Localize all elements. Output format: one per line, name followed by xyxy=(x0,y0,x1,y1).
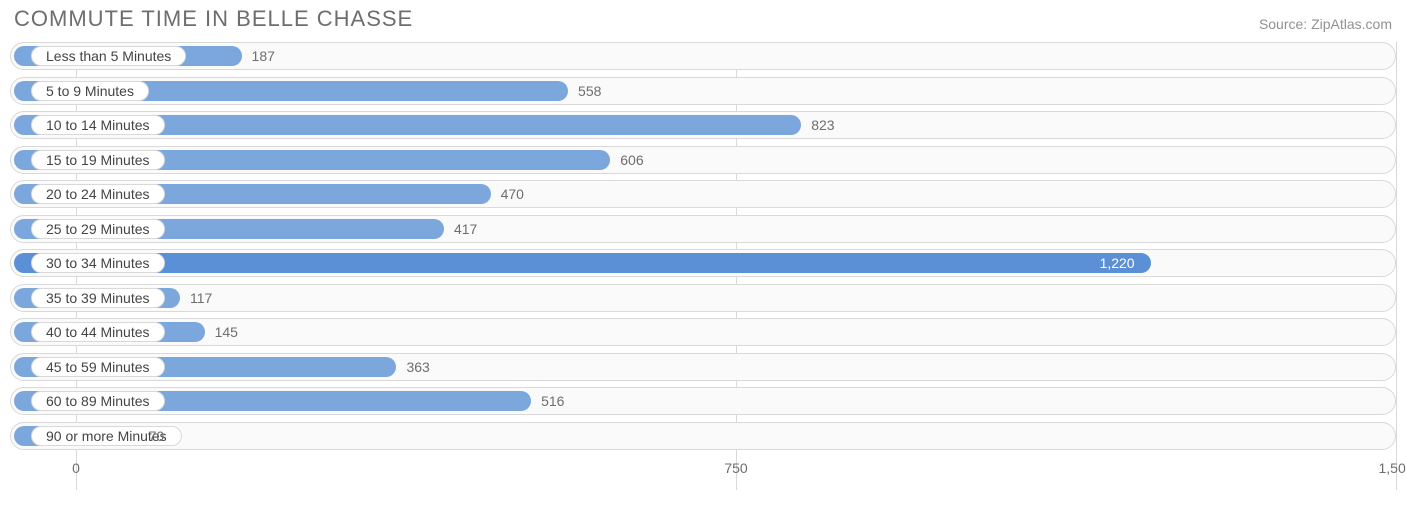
bar-row: Less than 5 Minutes 187 xyxy=(10,42,1396,70)
bar-row: 25 to 29 Minutes 417 xyxy=(10,215,1396,243)
category-label: 15 to 19 Minutes xyxy=(31,150,165,170)
bar-row: 90 or more Minutes70 xyxy=(10,422,1396,450)
value-label: 606 xyxy=(620,147,643,173)
bar-row: 15 to 19 Minutes 606 xyxy=(10,146,1396,174)
bar-row: 10 to 14 Minutes 823 xyxy=(10,111,1396,139)
value-label: 1,220 xyxy=(1100,250,1135,276)
value-label: 187 xyxy=(252,43,275,69)
bar-row: 20 to 24 Minutes 470 xyxy=(10,180,1396,208)
value-label: 145 xyxy=(215,319,238,345)
value-label: 558 xyxy=(578,78,601,104)
x-tick: 750 xyxy=(724,460,747,476)
value-label: 417 xyxy=(454,216,477,242)
x-tick: 0 xyxy=(72,460,80,476)
category-label: 10 to 14 Minutes xyxy=(31,115,165,135)
bar-row: 35 to 39 Minutes 117 xyxy=(10,284,1396,312)
chart-title: COMMUTE TIME IN BELLE CHASSE xyxy=(14,6,413,32)
chart-source: Source: ZipAtlas.com xyxy=(1259,16,1392,32)
category-label: 5 to 9 Minutes xyxy=(31,81,149,101)
category-label: Less than 5 Minutes xyxy=(31,46,186,66)
bar xyxy=(14,253,1151,273)
value-label: 70 xyxy=(149,423,165,449)
bar-row: 60 to 89 Minutes 516 xyxy=(10,387,1396,415)
category-label: 60 to 89 Minutes xyxy=(31,391,165,411)
value-label: 470 xyxy=(501,181,524,207)
category-label: 20 to 24 Minutes xyxy=(31,184,165,204)
bar-row: 5 to 9 Minutes 558 xyxy=(10,77,1396,105)
plot-area: Less than 5 Minutes 187 5 to 9 Minutes 558 1… xyxy=(10,42,1396,490)
gridline xyxy=(1396,42,1397,490)
category-label: 35 to 39 Minutes xyxy=(31,288,165,308)
category-label: 30 to 34 Minutes xyxy=(31,253,165,273)
bar-row: 40 to 44 Minutes 145 xyxy=(10,318,1396,346)
category-label: 25 to 29 Minutes xyxy=(31,219,165,239)
value-label: 117 xyxy=(190,285,212,311)
value-label: 363 xyxy=(406,354,429,380)
value-label: 516 xyxy=(541,388,564,414)
chart-header: COMMUTE TIME IN BELLE CHASSE Source: Zip… xyxy=(10,0,1396,42)
bar-row: 45 to 59 Minutes 363 xyxy=(10,353,1396,381)
category-label: 45 to 59 Minutes xyxy=(31,357,165,377)
x-tick: 1,500 xyxy=(1378,460,1406,476)
category-label: 40 to 44 Minutes xyxy=(31,322,165,342)
bar-row: 30 to 34 Minutes 1,220 xyxy=(10,249,1396,277)
x-axis: 07501,500 xyxy=(10,456,1396,482)
value-label: 823 xyxy=(811,112,834,138)
commute-time-chart: COMMUTE TIME IN BELLE CHASSE Source: Zip… xyxy=(0,0,1406,523)
